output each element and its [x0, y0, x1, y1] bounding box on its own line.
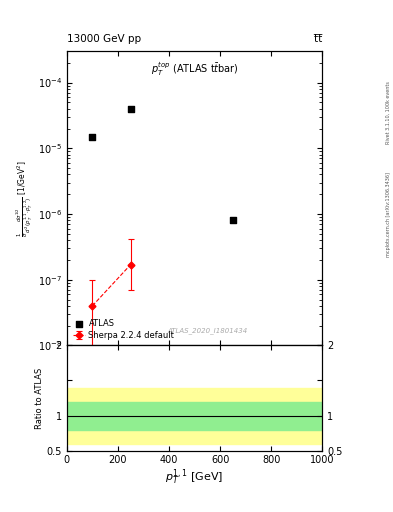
ATLAS — [89, 133, 95, 141]
Text: mcplots.cern.ch [arXiv:1306.3436]: mcplots.cern.ch [arXiv:1306.3436] — [386, 173, 391, 258]
Text: $p_T^{top}$ (ATLAS t$\bar{t}$bar): $p_T^{top}$ (ATLAS t$\bar{t}$bar) — [151, 60, 239, 78]
Y-axis label: $\frac{1}{\sigma}\frac{d\sigma^{1/2}}{d^2\,(p_T^{1,1}\!\cdot\! p_T^{1,2})}$ [1/G: $\frac{1}{\sigma}\frac{d\sigma^{1/2}}{d^… — [15, 160, 35, 237]
Y-axis label: Ratio to ATLAS: Ratio to ATLAS — [35, 368, 44, 429]
X-axis label: $p_T^{1,1}$ [GeV]: $p_T^{1,1}$ [GeV] — [165, 468, 224, 488]
Legend: ATLAS, Sherpa 2.2.4 default: ATLAS, Sherpa 2.2.4 default — [71, 317, 176, 342]
ATLAS — [128, 104, 134, 113]
Text: Rivet 3.1.10, 100k events: Rivet 3.1.10, 100k events — [386, 81, 391, 144]
ATLAS — [230, 216, 236, 224]
Text: 13000 GeV pp: 13000 GeV pp — [67, 33, 141, 44]
Text: ATLAS_2020_I1801434: ATLAS_2020_I1801434 — [167, 327, 248, 334]
Text: t̅t̅: t̅t̅ — [314, 33, 322, 44]
